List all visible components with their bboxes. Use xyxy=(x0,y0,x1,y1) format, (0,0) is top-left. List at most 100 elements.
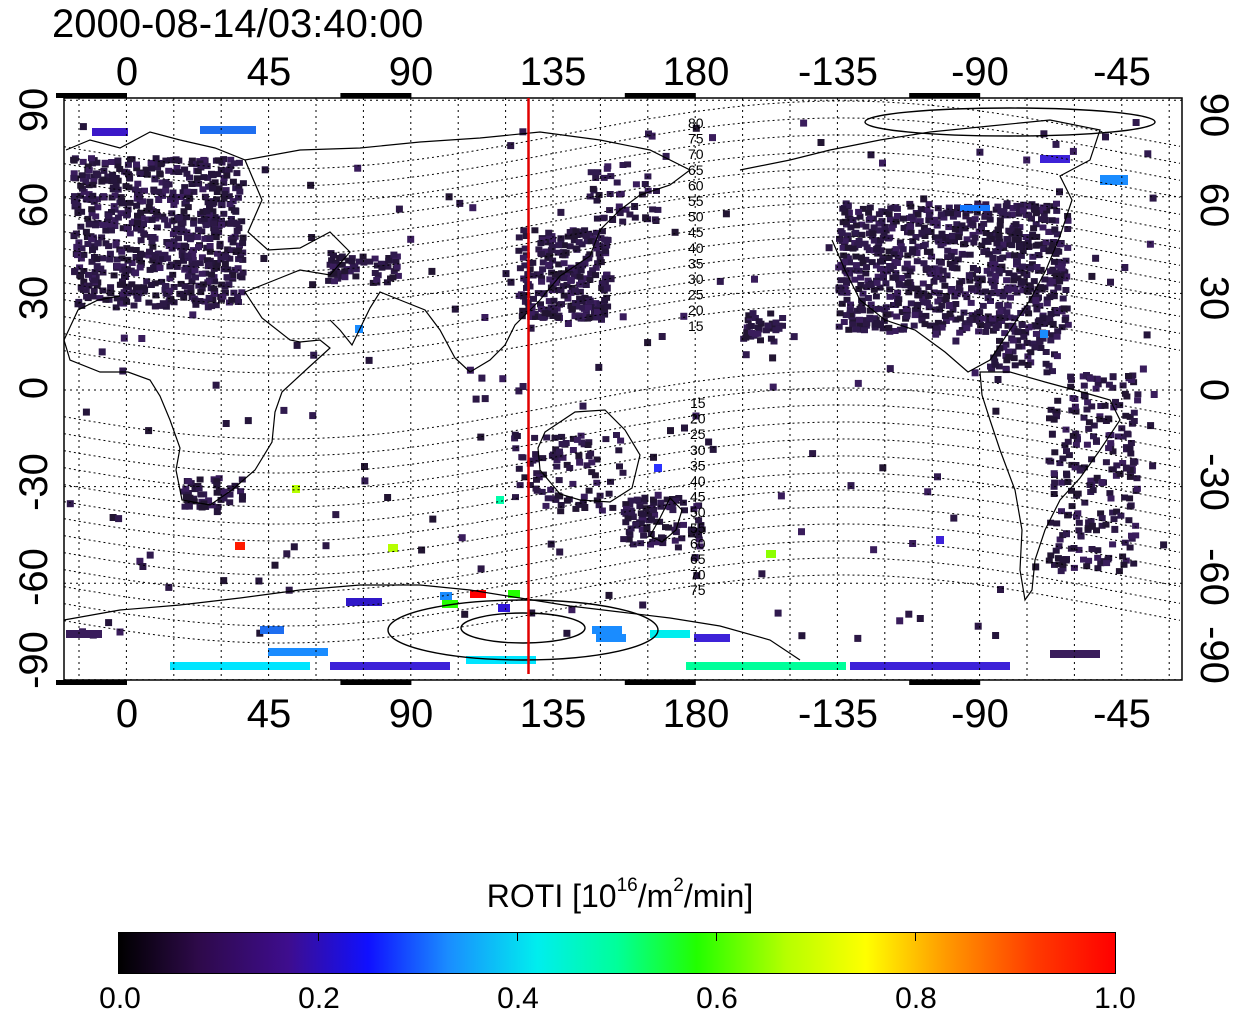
roti-cell xyxy=(82,408,90,416)
roti-cell xyxy=(817,139,825,146)
roti-cell xyxy=(852,229,860,236)
roti-cell xyxy=(568,606,576,614)
colorbar-tick-label: 0.2 xyxy=(298,982,340,1015)
roti-cell xyxy=(588,459,596,466)
roti-cell xyxy=(204,257,211,264)
roti-cell xyxy=(992,407,1000,415)
roti-cell xyxy=(925,217,933,224)
roti-cell-colored xyxy=(850,662,1010,670)
roti-cell xyxy=(1032,563,1040,571)
roti-cell xyxy=(865,209,873,216)
roti-cell xyxy=(915,292,923,299)
roti-cell xyxy=(170,217,178,224)
roti-cell xyxy=(680,521,687,528)
top-lon-label: -45 xyxy=(1093,50,1151,94)
roti-cell xyxy=(663,496,671,503)
roti-cell xyxy=(1083,406,1091,413)
roti-cell xyxy=(120,334,128,342)
roti-cell xyxy=(194,226,202,233)
roti-cell xyxy=(586,314,594,321)
roti-cell xyxy=(935,266,943,273)
roti-cell xyxy=(1126,446,1134,452)
roti-cell xyxy=(1032,297,1040,305)
roti-cell xyxy=(191,267,199,274)
roti-cell xyxy=(1059,455,1067,462)
roti-cell xyxy=(132,254,140,260)
roti-cell xyxy=(547,486,555,493)
roti-cell xyxy=(384,494,392,501)
roti-cell xyxy=(632,181,640,188)
roti-cell xyxy=(992,206,1000,213)
roti-cell xyxy=(110,177,118,184)
roti-cell xyxy=(1064,226,1072,232)
roti-cell xyxy=(1134,397,1142,404)
roti-cell xyxy=(1052,217,1060,224)
roti-cell xyxy=(1045,557,1053,564)
roti-cell xyxy=(359,253,367,260)
graticule xyxy=(64,98,1182,681)
roti-cell xyxy=(949,213,957,220)
roti-cell xyxy=(1049,246,1057,253)
contour-label: 75 xyxy=(690,582,706,598)
roti-cell xyxy=(83,173,91,180)
roti-cell xyxy=(1053,207,1061,214)
roti-cell xyxy=(920,224,928,231)
roti-cell xyxy=(604,163,612,170)
roti-cell xyxy=(112,239,120,246)
roti-cell xyxy=(547,284,555,291)
roti-cell xyxy=(934,234,941,241)
roti-cell xyxy=(206,202,214,209)
roti-cell xyxy=(1150,391,1158,398)
roti-cell xyxy=(209,185,216,192)
roti-cell xyxy=(1102,521,1110,528)
roti-cell xyxy=(1105,445,1113,452)
roti-cell xyxy=(239,493,246,500)
roti-cell xyxy=(845,209,853,216)
roti-cell xyxy=(1010,272,1018,279)
roti-cell xyxy=(1107,440,1115,447)
roti-cell xyxy=(234,293,242,300)
roti-cell xyxy=(84,215,92,222)
roti-cell xyxy=(554,249,562,256)
roti-cell xyxy=(838,289,846,296)
roti-cell xyxy=(162,157,170,164)
roti-cell xyxy=(109,514,117,521)
roti-cell xyxy=(1071,403,1079,410)
roti-cell xyxy=(577,267,585,274)
roti-cell xyxy=(1080,556,1087,563)
roti-cell xyxy=(641,494,649,502)
roti-cell xyxy=(748,330,755,336)
roti-cell xyxy=(583,462,591,469)
roti-cell xyxy=(377,260,385,267)
roti-cell xyxy=(669,507,677,514)
roti-cell xyxy=(134,295,142,302)
roti-cell xyxy=(1128,377,1136,383)
roti-cell xyxy=(235,299,242,305)
roti-cell xyxy=(1109,448,1117,455)
roti-cell-colored xyxy=(1050,650,1100,658)
roti-cell xyxy=(1028,234,1036,240)
roti-cell xyxy=(260,255,268,262)
roti-cell xyxy=(693,527,701,534)
roti-cell xyxy=(970,315,977,321)
roti-cell xyxy=(140,288,148,295)
roti-cell xyxy=(481,314,489,321)
roti-cell xyxy=(927,270,935,277)
roti-cell xyxy=(659,540,667,547)
roti-cell xyxy=(658,333,666,340)
roti-cell-colored xyxy=(686,662,846,670)
roti-cell xyxy=(120,200,128,207)
roti-cell xyxy=(1050,258,1058,265)
roti-cell xyxy=(934,319,942,326)
roti-cell xyxy=(121,168,129,175)
roti-cell xyxy=(1048,242,1056,249)
roti-cell xyxy=(1056,188,1063,196)
roti-cell xyxy=(576,273,584,280)
roti-cell xyxy=(969,265,977,271)
roti-cell xyxy=(875,227,883,234)
roti-cell xyxy=(986,270,994,277)
colorbar-tick-label: 0.4 xyxy=(497,982,539,1015)
roti-cell xyxy=(932,330,940,338)
roti-cell xyxy=(196,476,204,483)
